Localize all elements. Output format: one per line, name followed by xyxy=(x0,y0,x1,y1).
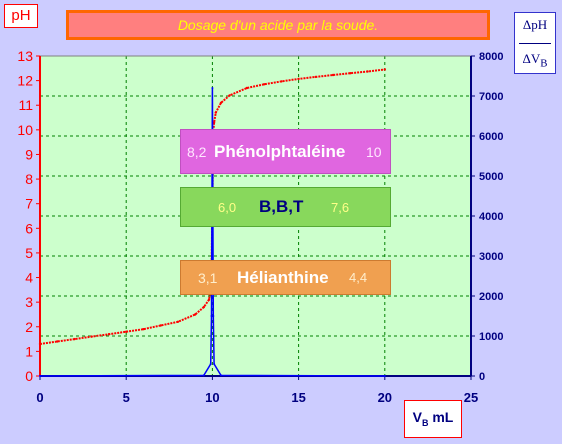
y2-tick-label: 3000 xyxy=(479,251,503,263)
y-tick-label: 10 xyxy=(17,122,33,138)
y-tick-label: 6 xyxy=(25,220,33,236)
derivative-point xyxy=(210,315,213,317)
derivative-point xyxy=(212,315,215,317)
indicator-low: 8,2 xyxy=(187,143,207,160)
ph-point xyxy=(194,313,197,316)
ph-point xyxy=(228,94,231,97)
y-tick-label: 3 xyxy=(25,294,33,310)
indicator-high: 10 xyxy=(366,143,382,160)
derivative-numerator: ΔpH xyxy=(522,17,548,32)
ph-point xyxy=(245,86,249,90)
ph-point xyxy=(176,320,180,323)
indicator-high: 4,4 xyxy=(349,270,368,285)
ph-point xyxy=(56,340,59,343)
ph-point xyxy=(207,298,211,301)
indicator-low: 3,1 xyxy=(198,269,218,286)
x-axis-title: VB mL xyxy=(404,400,462,438)
y-tick-label: 1 xyxy=(25,343,33,359)
indicator-bbt: 6,0 B,B,T 7,6 xyxy=(180,187,391,227)
ph-point xyxy=(90,335,93,338)
ph-point xyxy=(262,83,266,86)
indicator-helianthine: 3,1 Hélianthine 4,4 xyxy=(180,260,391,295)
x-tick-label: 15 xyxy=(291,390,305,405)
y2-tick-label: 1000 xyxy=(479,331,503,343)
y2-tick-label: 5000 xyxy=(479,171,503,183)
indicator-name: B,B,T xyxy=(259,197,304,216)
y-tick-label: 2 xyxy=(25,319,33,335)
indicator-name: Hélianthine xyxy=(237,267,329,287)
y-tick-label: 8 xyxy=(25,171,33,187)
derivative-point xyxy=(211,87,214,89)
ph-point xyxy=(125,330,128,333)
ph-point xyxy=(107,333,111,336)
x-tick-label: 10 xyxy=(205,390,219,405)
y2-tick-label: 7000 xyxy=(479,91,503,103)
x-tick-label: 20 xyxy=(378,390,392,405)
y2-tick-label: 0 xyxy=(479,371,485,383)
ph-point xyxy=(314,75,317,79)
fraction-bar xyxy=(519,43,551,44)
x-tick-label: 0 xyxy=(36,390,43,405)
chart-title: Dosage d'un acide par la soude. xyxy=(66,10,490,40)
ph-point xyxy=(202,305,205,309)
derivative-point xyxy=(39,375,41,377)
y-tick-label: 7 xyxy=(25,196,33,212)
ph-point xyxy=(142,328,145,331)
indicator-low: 6,0 xyxy=(218,199,237,215)
x-tick-label: 5 xyxy=(123,390,130,405)
derivative-point xyxy=(209,363,212,365)
ph-point xyxy=(366,70,369,73)
derivative-point xyxy=(213,363,216,365)
indicator-name: Phénolphtaléine xyxy=(214,141,346,161)
y-tick-label: 4 xyxy=(25,270,33,286)
y2-tick-label: 2000 xyxy=(479,291,503,303)
derivative-point xyxy=(202,374,205,377)
y-tick-label: 11 xyxy=(18,97,33,113)
y2-tick-label: 4000 xyxy=(479,211,503,223)
derivative-denominator: ΔVB xyxy=(522,51,548,70)
y2-tick-label: 8000 xyxy=(479,51,503,63)
ph-point xyxy=(349,72,352,75)
ph-point xyxy=(383,68,386,71)
tick-labels: 0123456789101112130100020003000400050006… xyxy=(17,48,503,405)
ph-point xyxy=(212,121,216,124)
y-tick-label: 9 xyxy=(25,146,33,162)
grid xyxy=(40,56,471,376)
ph-point xyxy=(280,80,283,83)
y-tick-label: 5 xyxy=(25,245,33,261)
derivative-point xyxy=(220,374,222,377)
indicator-high: 7,6 xyxy=(331,199,350,215)
series xyxy=(38,68,386,377)
derivative-axis-title: ΔpH ΔVB xyxy=(514,12,556,74)
ph-curve xyxy=(39,68,385,345)
derivative-point xyxy=(383,375,386,377)
ph-axis-title: pH xyxy=(4,4,38,28)
ph-point xyxy=(159,324,162,327)
ph-point xyxy=(219,101,223,105)
y-tick-label: 12 xyxy=(17,73,33,89)
y-tick-label: 0 xyxy=(25,368,33,384)
indicator-phenolphtaleine: 8,2 Phénolphtaléine 10 xyxy=(180,129,391,174)
ph-point xyxy=(297,77,300,81)
ph-point xyxy=(331,73,335,77)
ph-point xyxy=(73,337,76,341)
x-tick-label: 25 xyxy=(464,390,478,405)
ph-point xyxy=(214,111,217,114)
y-tick-label: 13 xyxy=(17,48,33,64)
ph-point xyxy=(38,342,42,346)
y2-tick-label: 6000 xyxy=(479,131,503,143)
